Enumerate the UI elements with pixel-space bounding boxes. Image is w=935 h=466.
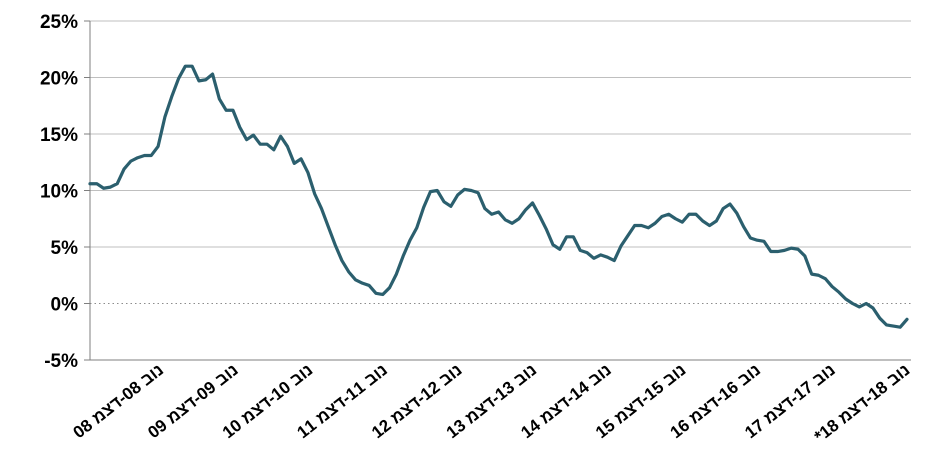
y-tick-label: -5% [44,351,78,372]
y-tick-label: 20% [40,69,78,90]
y-tick-label: 5% [51,238,79,259]
y-tick-label: 10% [40,182,78,203]
y-axis-ticks: -5% 0% 5% 10% 15% 20% 25% [40,12,78,372]
y-tick-label: 0% [51,295,79,316]
axes [84,20,911,361]
gridlines [90,20,911,304]
y-tick-label: 25% [40,12,78,33]
y-tick-label: 15% [40,125,78,146]
series-layer [88,64,909,329]
series-line [88,64,909,329]
